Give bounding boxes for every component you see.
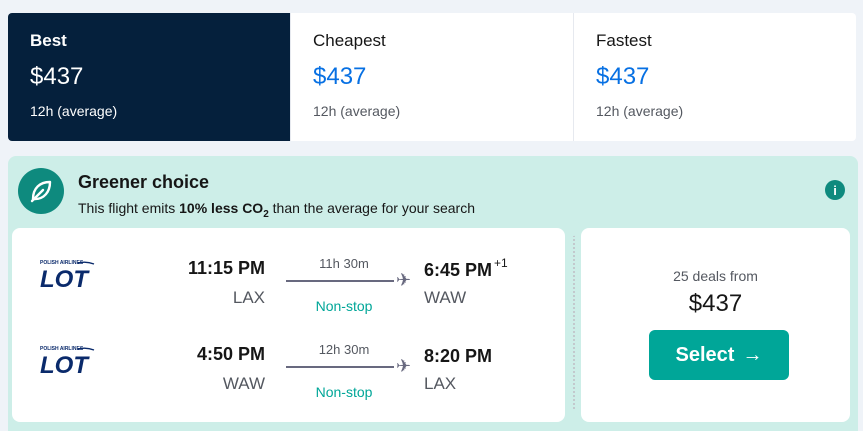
tab-duration: 12h (average) <box>30 103 118 119</box>
return-leg: POLISH AIRLINES LOT 4:50 PM WAW 12h 30m … <box>12 336 565 416</box>
sort-tabs: Best $437 12h (average) Cheapest $437 12… <box>8 13 856 141</box>
tab-price: $437 <box>30 63 84 90</box>
tab-label: Fastest <box>596 31 652 50</box>
leaf-icon <box>18 168 64 214</box>
deals-count: 25 deals from <box>673 268 758 284</box>
day-offset: +1 <box>494 256 508 270</box>
stops-label: Non-stop <box>315 384 373 400</box>
route-line <box>286 280 394 282</box>
arrival-time: 6:45 PM +1 <box>424 256 508 280</box>
itinerary-panel[interactable]: POLISH AIRLINES LOT 11:15 PM LAX 11h 30m… <box>12 228 565 422</box>
info-icon[interactable]: i <box>825 180 845 200</box>
outbound-leg: POLISH AIRLINES LOT 11:15 PM LAX 11h 30m… <box>12 250 565 330</box>
arrival-airport: LAX <box>424 374 457 393</box>
stops-label: Non-stop <box>315 298 373 314</box>
ticket-notch <box>565 410 581 426</box>
airplane-icon: ✈ <box>396 356 412 376</box>
departure-airport: WAW <box>222 374 265 393</box>
tab-duration: 12h (average) <box>313 103 401 119</box>
tab-cheapest[interactable]: Cheapest $437 12h (average) <box>290 13 573 141</box>
svg-text:LOT: LOT <box>40 266 90 293</box>
arrival-time: 8:20 PM <box>424 346 493 366</box>
departure-time: 4:50 PM <box>196 344 265 364</box>
route-line <box>286 366 394 368</box>
arrow-right-icon: → <box>742 343 763 366</box>
tab-fastest[interactable]: Fastest $437 12h (average) <box>573 13 856 141</box>
greener-choice-title: Greener choice <box>78 172 210 192</box>
tab-price: $437 <box>313 63 367 90</box>
price-panel: 25 deals from $437 Select → <box>581 228 850 422</box>
lot-airline-logo: POLISH AIRLINES LOT <box>38 342 102 380</box>
greener-choice-description: This flight emits 10% less CO2 than the … <box>78 200 475 220</box>
flight-duration: 12h 30m <box>318 342 370 357</box>
departure-airport: LAX <box>232 288 265 307</box>
arrival-airport: WAW <box>424 288 467 307</box>
tab-price: $437 <box>596 63 650 90</box>
flight-duration: 11h 30m <box>319 256 369 271</box>
airplane-icon: ✈ <box>396 270 412 290</box>
tab-best[interactable]: Best $437 12h (average) <box>8 13 290 141</box>
lot-airline-logo: POLISH AIRLINES LOT <box>38 256 102 294</box>
tab-label: Best <box>30 31 67 50</box>
select-button-label: Select <box>675 343 735 366</box>
ticket-divider <box>573 232 575 416</box>
tab-duration: 12h (average) <box>596 103 684 119</box>
svg-text:POLISH AIRLINES: POLISH AIRLINES <box>40 260 84 266</box>
tab-label: Cheapest <box>313 31 386 50</box>
svg-text:LOT: LOT <box>40 352 90 379</box>
ticket-notch <box>565 220 581 236</box>
select-button[interactable]: Select → <box>649 330 789 380</box>
svg-text:POLISH AIRLINES: POLISH AIRLINES <box>40 346 84 352</box>
price-value: $437 <box>688 290 743 317</box>
departure-time: 11:15 PM <box>187 258 265 278</box>
